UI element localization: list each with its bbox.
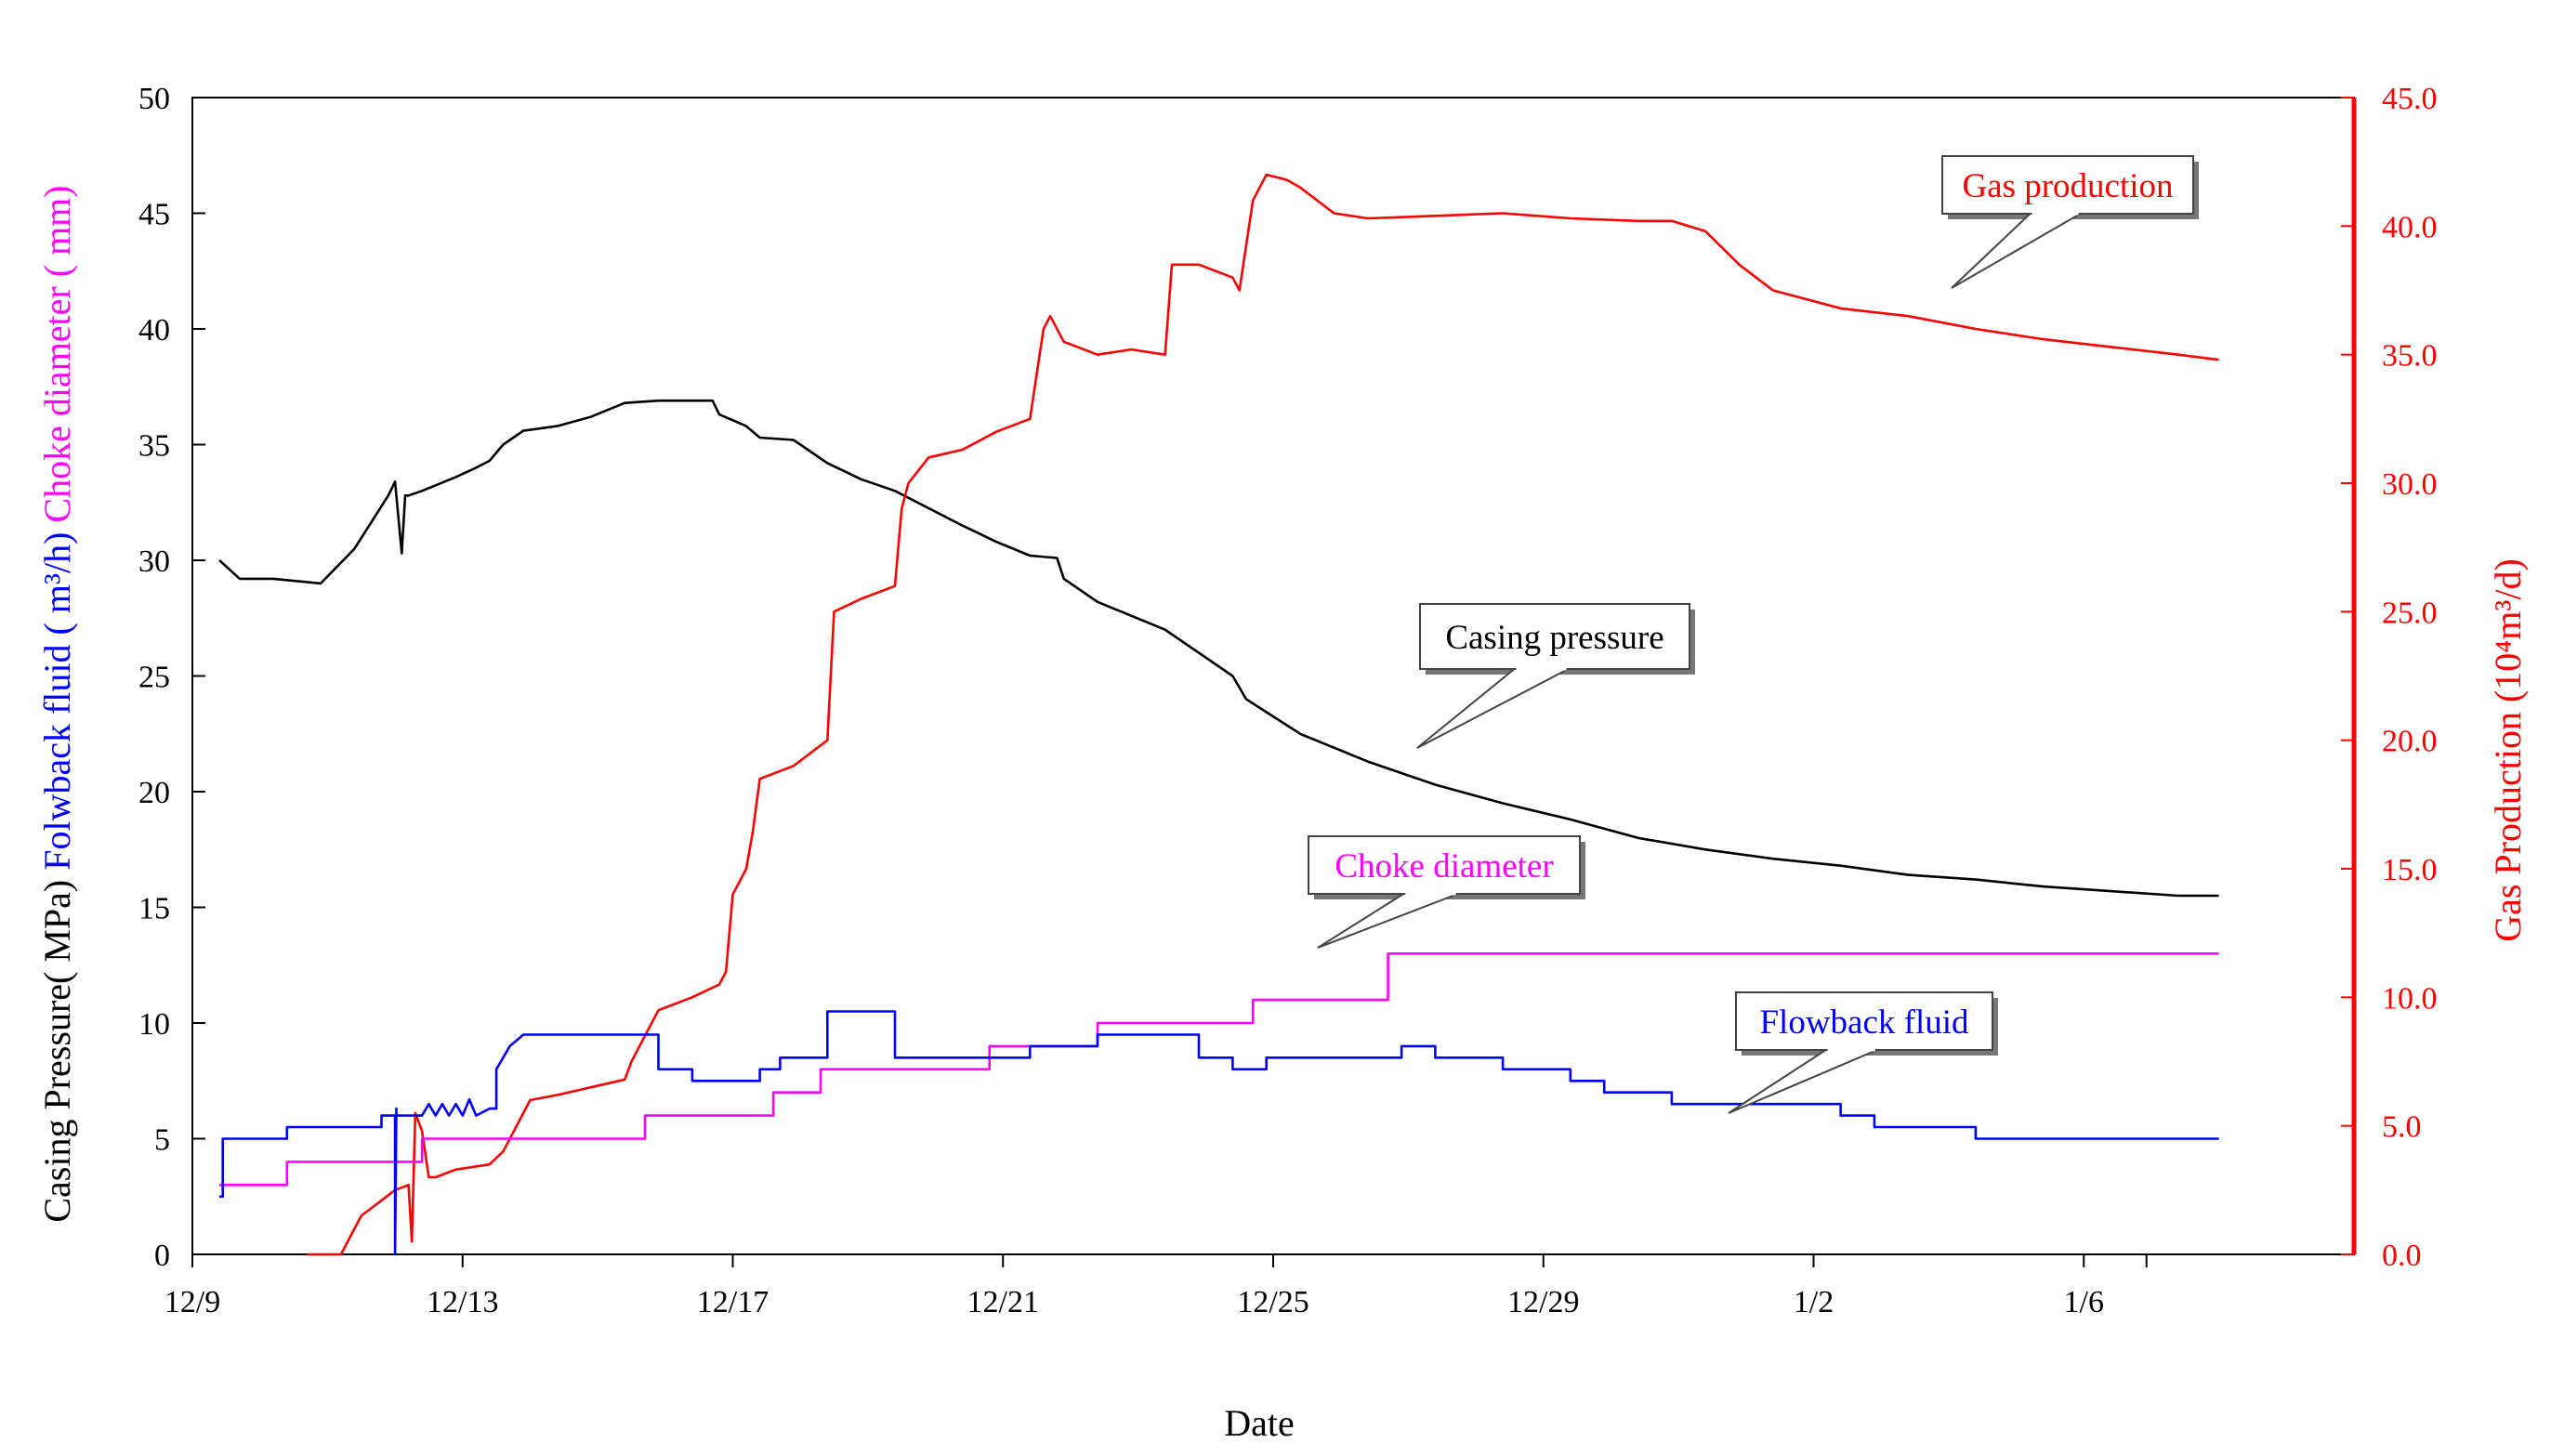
y-left-axis-title-part: Folwback fluid ( m³/h) xyxy=(36,532,78,880)
callout-label: Casing pressure xyxy=(1445,619,1663,657)
plot-frame xyxy=(191,97,2355,1255)
series-gas-production xyxy=(307,173,2219,1256)
axes: 12/9 12/13 12/17 12/21 12/25 12/29 1/2 1/6 Date 0… xyxy=(36,82,2529,1444)
callout-pointer xyxy=(1416,668,1569,749)
y-right-tick-label: 5.0 xyxy=(2382,1110,2422,1145)
callout-box xyxy=(1941,155,2194,215)
x-tick-label: 12/29 xyxy=(1507,1285,1579,1319)
y-right-tick-label: 20.0 xyxy=(2382,725,2438,759)
callout-gas-production: Gas production xyxy=(1941,155,2199,289)
y-left-axis-title-part: Casing Pressure( MPa) xyxy=(36,880,78,1223)
series-choke-diameter xyxy=(219,952,2219,1187)
y-right-tick-label: 25.0 xyxy=(2382,596,2438,630)
y-right-tick-label: 35.0 xyxy=(2382,339,2438,374)
callout-casing-pressure: Casing pressure xyxy=(1416,603,1695,749)
y-right-tick-label: 40.0 xyxy=(2382,210,2438,244)
series-layer xyxy=(218,173,2219,1256)
x-tick-label: 12/21 xyxy=(967,1285,1039,1319)
y-left-tick-label: 40 xyxy=(138,313,170,348)
y-right-tick-label: 45.0 xyxy=(2382,82,2438,116)
y-right-tick-label: 0.0 xyxy=(2382,1239,2422,1273)
y-left-tick-label: 30 xyxy=(138,544,170,579)
y-left-tick-label: 25 xyxy=(138,661,170,695)
callout-box xyxy=(1419,603,1690,670)
y-right-tick-label: 30.0 xyxy=(2382,467,2438,502)
x-tick-label: 12/17 xyxy=(697,1285,769,1319)
x-tick-label: 12/13 xyxy=(427,1285,498,1319)
y-left-tick-label: 50 xyxy=(138,82,170,116)
x-tick-label: 12/25 xyxy=(1237,1285,1308,1319)
y-left-axis-title-part: Choke diameter ( mm) xyxy=(36,185,78,531)
y-left-tick-label: 15 xyxy=(138,892,170,926)
callout-box xyxy=(1308,835,1581,895)
callout-label: Choke diameter xyxy=(1335,847,1553,885)
y-left-tick-label: 45 xyxy=(138,198,170,232)
callout-pointer xyxy=(1317,893,1458,949)
series-flowback-fluid xyxy=(219,1010,2219,1256)
callout-flowback-fluid: Flowback fluid xyxy=(1728,991,1998,1114)
y-left-axis-title: Casing Pressure( MPa) Folwback fluid ( m… xyxy=(36,185,78,1222)
callout-pointer xyxy=(1951,213,2084,289)
callout-label: Gas production xyxy=(1962,167,2173,205)
y-left-tick-label: 5 xyxy=(154,1123,170,1158)
y-right-tick-label: 15.0 xyxy=(2382,853,2438,887)
callout-choke-diameter: Choke diameter xyxy=(1308,835,1585,949)
series-casing-pressure xyxy=(218,399,2219,898)
x-tick-label: 1/6 xyxy=(2064,1285,2104,1319)
y-left-tick-label: 35 xyxy=(138,429,170,464)
y-left-tick-label: 10 xyxy=(138,1007,170,1042)
callout-label: Flowback fluid xyxy=(1759,1003,1969,1042)
y-left-tick-label: 0 xyxy=(154,1239,170,1273)
x-axis-title: Date xyxy=(1224,1402,1295,1444)
callouts: Gas production Casing pressure Choke diame… xyxy=(1308,155,2199,1114)
y-right-tick-label: 10.0 xyxy=(2382,981,2438,1016)
y-right-axis-title: Gas Production (10⁴m³/d) xyxy=(2487,558,2529,942)
y-left-tick-label: 20 xyxy=(138,776,170,810)
x-tick-label: 12/9 xyxy=(164,1285,220,1319)
x-tick-label: 1/2 xyxy=(1794,1285,1834,1319)
